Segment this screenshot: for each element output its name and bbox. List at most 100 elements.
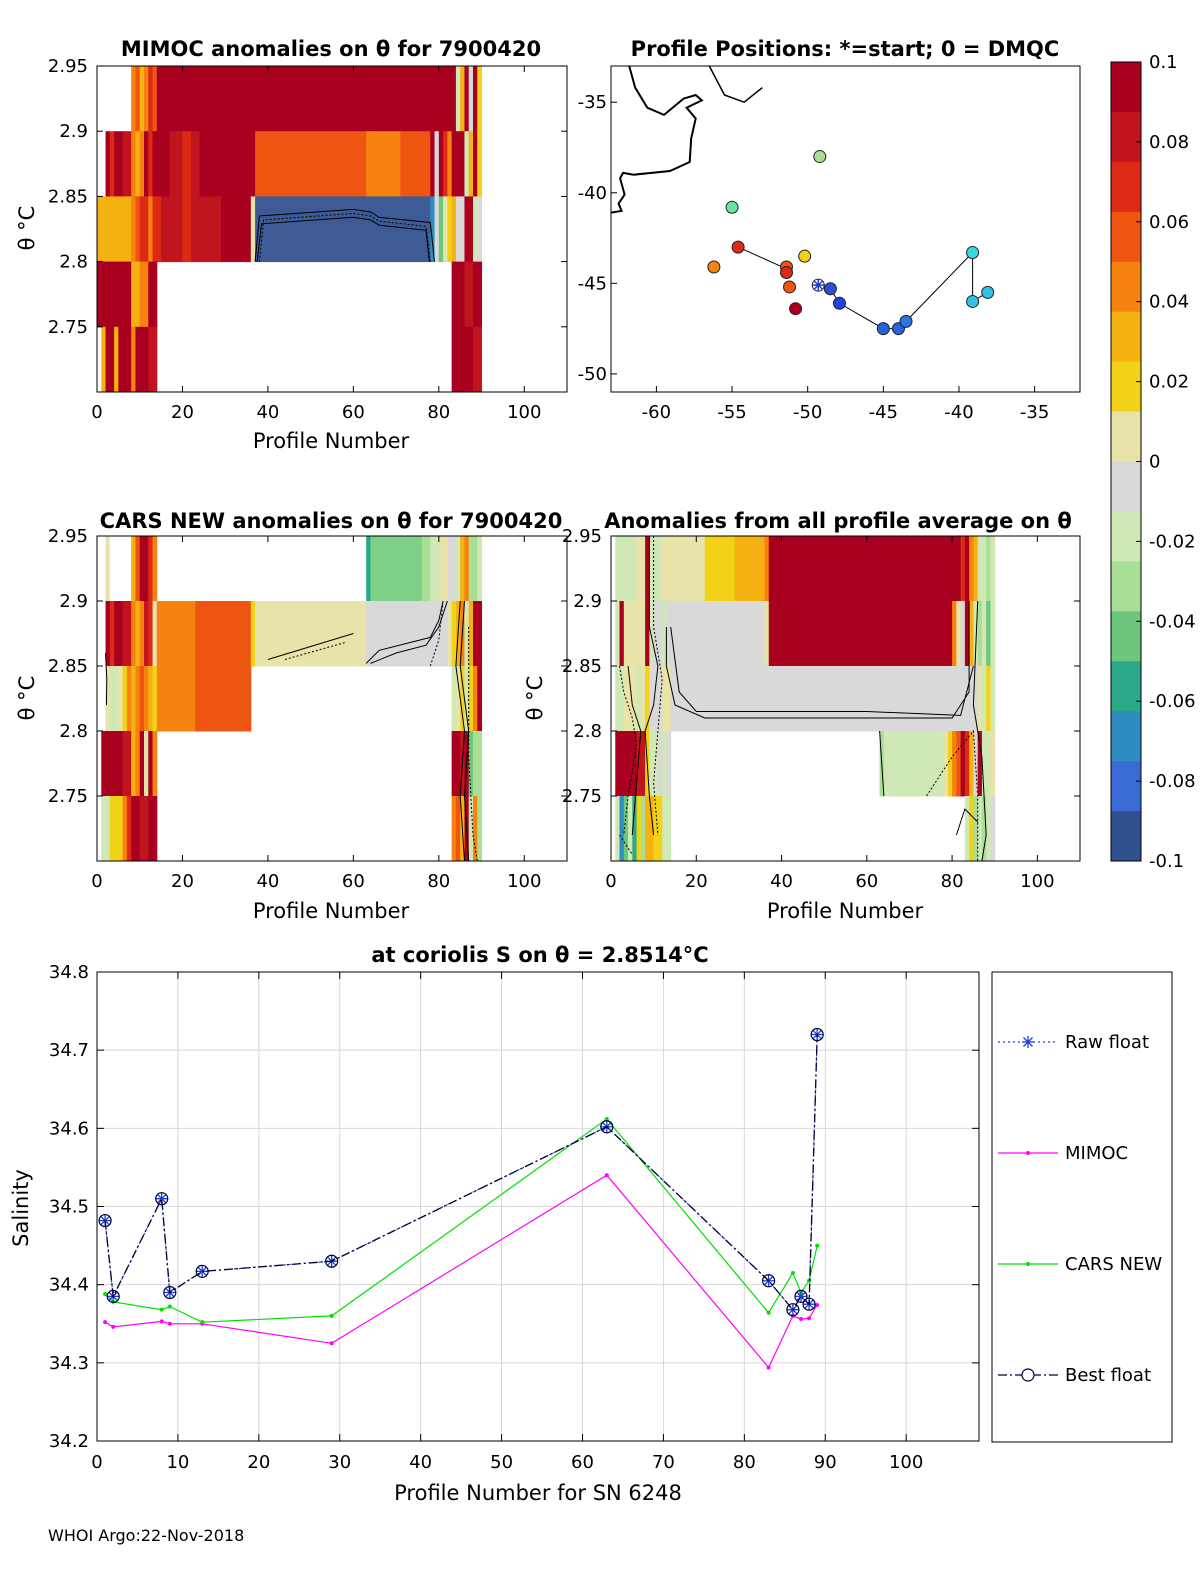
legend-marker: [1022, 1036, 1034, 1048]
heatmap-cell: [964, 536, 970, 602]
heatmap-cell: [255, 196, 431, 263]
colorbar-swatch: [1111, 461, 1141, 512]
heatmap-cell: [114, 601, 124, 667]
axes-box: [610, 65, 1081, 393]
heatmap-cell: [122, 601, 132, 667]
profile-position-marker: [876, 322, 890, 336]
axes-box: [96, 535, 568, 862]
colorbar-tick-label: -0.08: [1149, 771, 1196, 792]
heatmap-cell: [464, 261, 474, 328]
heatmap-cell: [250, 601, 256, 667]
data-point: [103, 1320, 108, 1325]
heatmap-cell: [122, 261, 132, 328]
heatmap-cell: [619, 536, 638, 602]
heatmap-cell: [255, 601, 367, 667]
colorbar-tick-label: 0.1: [1149, 52, 1178, 73]
heatmap-cell: [131, 666, 136, 732]
heatmap-cell: [764, 601, 770, 667]
heatmap-cell: [152, 731, 158, 797]
heatmap-cell: [105, 196, 132, 263]
y-tick-label: 2.8: [59, 252, 88, 273]
x-tick-label: 60: [342, 402, 365, 423]
data-point: [155, 1192, 169, 1206]
heatmap-cell: [105, 261, 124, 328]
heatmap-cell: [666, 731, 672, 797]
heatmap-cell: [366, 131, 371, 197]
data-point: [815, 1302, 820, 1307]
heatmap-cell: [199, 131, 256, 197]
contour-line: [619, 665, 638, 836]
x-tick-label: 60: [342, 871, 365, 892]
profile-position-marker: [813, 150, 827, 164]
data-point: [106, 1289, 120, 1303]
x-tick-label: 10: [166, 1452, 189, 1473]
colorbar-tick-label: 0.04: [1149, 292, 1189, 313]
heatmap-cell: [615, 666, 625, 732]
coastline: [610, 65, 704, 214]
heatmap-cell: [152, 536, 158, 602]
y-tick-label: -35: [578, 92, 607, 113]
x-tick-label: 40: [409, 1452, 432, 1473]
heatmap-cell: [623, 601, 646, 667]
heatmap-cell: [468, 66, 474, 132]
colorbar-swatch: [1111, 611, 1141, 662]
heatmap-cell: [473, 131, 478, 197]
x-tick-label: 0: [91, 1452, 102, 1473]
heatmap-cell: [464, 326, 474, 393]
heatmap-cell: [473, 796, 478, 862]
contour-line: [879, 730, 885, 797]
data-point: [790, 1270, 795, 1275]
x-tick-label: -40: [944, 402, 973, 423]
colorbar-swatch: [1111, 62, 1141, 113]
data-point: [167, 1321, 172, 1326]
heatmap-cell: [455, 536, 461, 602]
data-point: [794, 1290, 807, 1303]
heatmap-cell: [619, 601, 625, 667]
heatmap-cell: [152, 66, 158, 132]
x-tick-label: 100: [507, 871, 541, 892]
data-point: [103, 1292, 108, 1297]
heatmap-cell: [118, 326, 132, 393]
y-tick-label: 34.5: [49, 1197, 89, 1218]
data-point: [195, 1264, 209, 1278]
heatmap-cell: [114, 131, 124, 197]
heatmap-cell: [447, 536, 457, 602]
y-tick-label: 2.95: [562, 526, 602, 547]
x-tick-label: 0: [91, 402, 102, 423]
heatmap-cell: [883, 731, 945, 797]
heatmap-cell: [986, 796, 991, 862]
heatmap-cell: [981, 796, 987, 862]
heatmap-cell: [645, 601, 650, 667]
heatmap-cell: [640, 796, 646, 862]
data-point: [329, 1341, 334, 1346]
heatmap-cell: [662, 536, 672, 602]
heatmap-cell: [455, 796, 461, 862]
heatmap-cell: [126, 796, 132, 862]
heatmap-cell: [182, 196, 192, 263]
heatmap-cell: [182, 131, 192, 197]
heatmap-cell: [662, 601, 667, 667]
heatmap-cell: [464, 196, 474, 263]
start-star-marker: [812, 279, 825, 292]
x-tick-label: -55: [717, 402, 746, 423]
heatmap-cell: [126, 666, 132, 732]
heatmap-cell: [105, 326, 115, 393]
heatmap-cell: [109, 796, 124, 862]
heatmap-cell: [477, 196, 483, 263]
y-tick-label: 2.8: [59, 721, 88, 742]
salinity-xlabel: Profile Number for SN 6248: [394, 1481, 682, 1505]
heatmap-cell: [464, 601, 470, 667]
heatmap-cell: [135, 66, 141, 132]
heatmap-cell: [250, 196, 256, 263]
cars-panel-title: CARS NEW anomalies on θ for 7900420: [100, 509, 563, 533]
heatmap-cell: [447, 196, 453, 263]
legend-label: Raw float: [1065, 1032, 1149, 1053]
contour-line: [926, 729, 979, 861]
average-xlabel: Profile Number: [767, 899, 924, 923]
heatmap-cell: [734, 536, 740, 602]
heatmap-cell: [144, 731, 149, 797]
data-point: [604, 1173, 609, 1178]
heatmap-cell: [366, 601, 448, 667]
x-tick-label: 0: [605, 871, 616, 892]
data-point: [600, 1120, 614, 1134]
